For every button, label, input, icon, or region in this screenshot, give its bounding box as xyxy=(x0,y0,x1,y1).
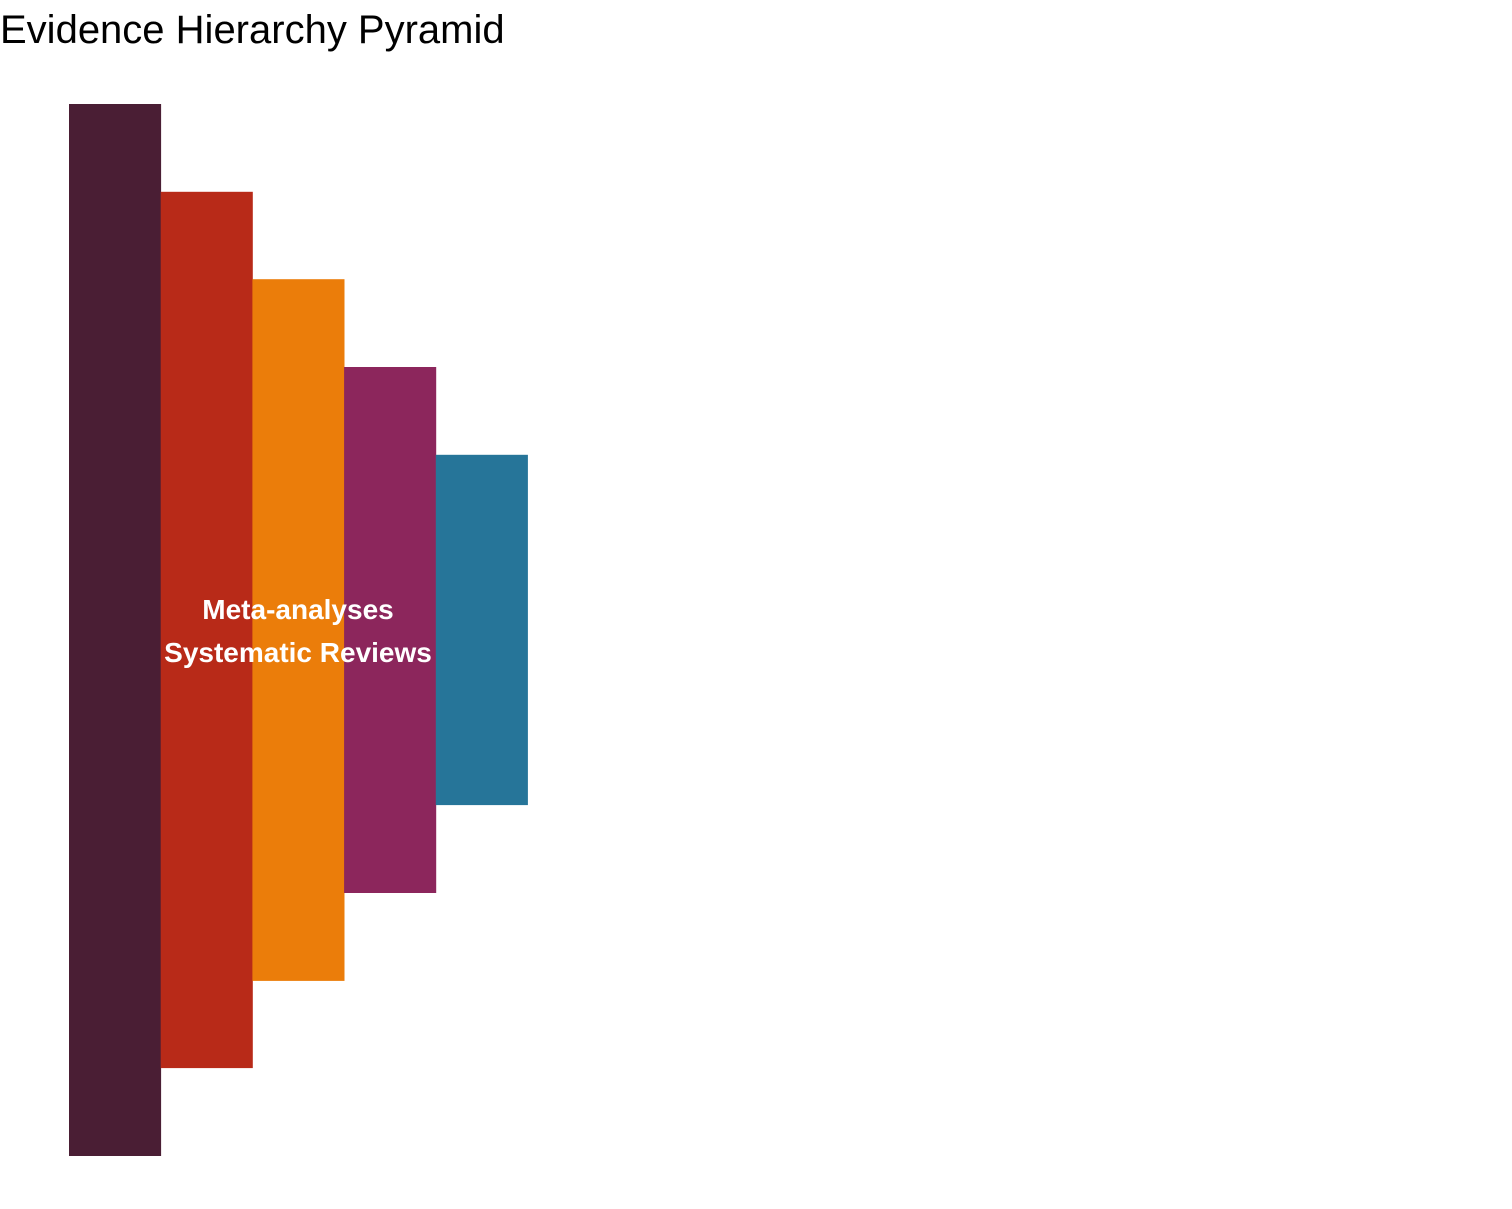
annotation-label-1: Meta-analyses xyxy=(202,594,393,625)
tier-1-bar xyxy=(69,104,162,1156)
chart-title: Evidence Hierarchy Pyramid xyxy=(0,8,505,52)
tier-2-bar xyxy=(160,191,253,1069)
labels-group: Meta-analyses Systematic Reviews xyxy=(164,594,432,668)
tier-3-bar xyxy=(252,279,345,981)
tier-4-bar xyxy=(344,367,437,893)
annotation-label-2: Systematic Reviews xyxy=(164,637,432,668)
tiers-group xyxy=(69,104,528,1156)
tier-5-bar xyxy=(435,454,528,806)
